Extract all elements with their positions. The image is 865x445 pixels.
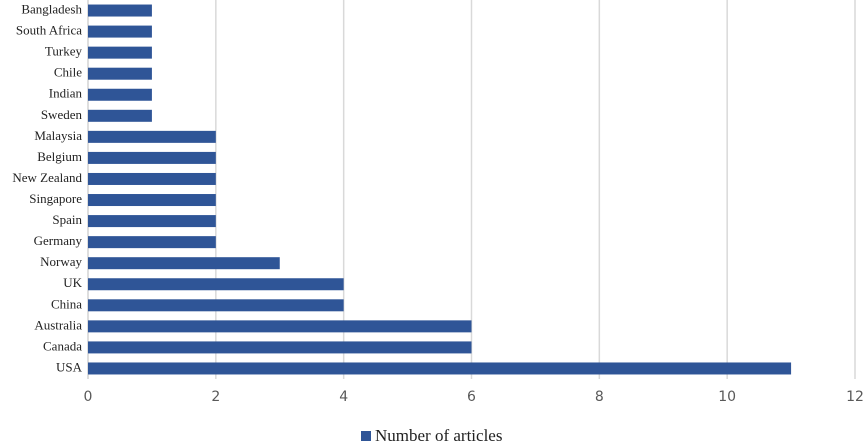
bar	[88, 215, 216, 228]
y-tick-label: Chile	[54, 65, 82, 80]
legend-label: Number of articles	[375, 426, 502, 445]
bar	[88, 25, 152, 38]
bar	[88, 109, 152, 122]
y-tick-label: Singapore	[29, 191, 82, 206]
y-tick-label: Bangladesh	[21, 2, 82, 17]
y-tick-label: Germany	[34, 233, 83, 248]
bar	[88, 130, 216, 143]
x-tick-label: 10	[718, 389, 736, 405]
x-tick-label: 0	[84, 389, 93, 405]
y-tick-label: China	[51, 296, 82, 311]
y-tick-label: Belgium	[37, 149, 82, 164]
bar	[88, 46, 152, 59]
x-tick-label: 6	[467, 389, 476, 405]
y-tick-label: Spain	[52, 212, 82, 227]
x-tick-label: 12	[846, 389, 864, 405]
legend-swatch	[361, 431, 371, 441]
bar	[88, 236, 216, 249]
bar	[88, 67, 152, 80]
bar	[88, 257, 280, 270]
y-tick-label: UK	[63, 275, 82, 290]
y-tick-label: Malaysia	[34, 128, 82, 143]
y-tick-label: USA	[56, 359, 83, 374]
bar	[88, 172, 216, 185]
bar	[88, 299, 344, 312]
y-tick-label: Canada	[43, 338, 82, 353]
y-tick-label: New Zealand	[12, 170, 82, 185]
y-tick-label: Indian	[49, 86, 83, 101]
y-tick-label: Australia	[34, 317, 82, 332]
bar	[88, 88, 152, 101]
bar	[88, 278, 344, 291]
y-tick-label: Norway	[40, 254, 82, 269]
bar	[88, 362, 792, 375]
x-tick-label: 2	[211, 389, 220, 405]
bar	[88, 151, 216, 164]
x-tick-label: 8	[595, 389, 604, 405]
x-tick-label: 4	[339, 389, 348, 405]
bar	[88, 320, 472, 333]
y-tick-label: Sweden	[41, 107, 83, 122]
bar	[88, 4, 152, 17]
bar	[88, 194, 216, 207]
y-tick-label: Turkey	[45, 44, 83, 59]
y-tick-label: South Africa	[16, 23, 82, 38]
bar	[88, 341, 472, 354]
